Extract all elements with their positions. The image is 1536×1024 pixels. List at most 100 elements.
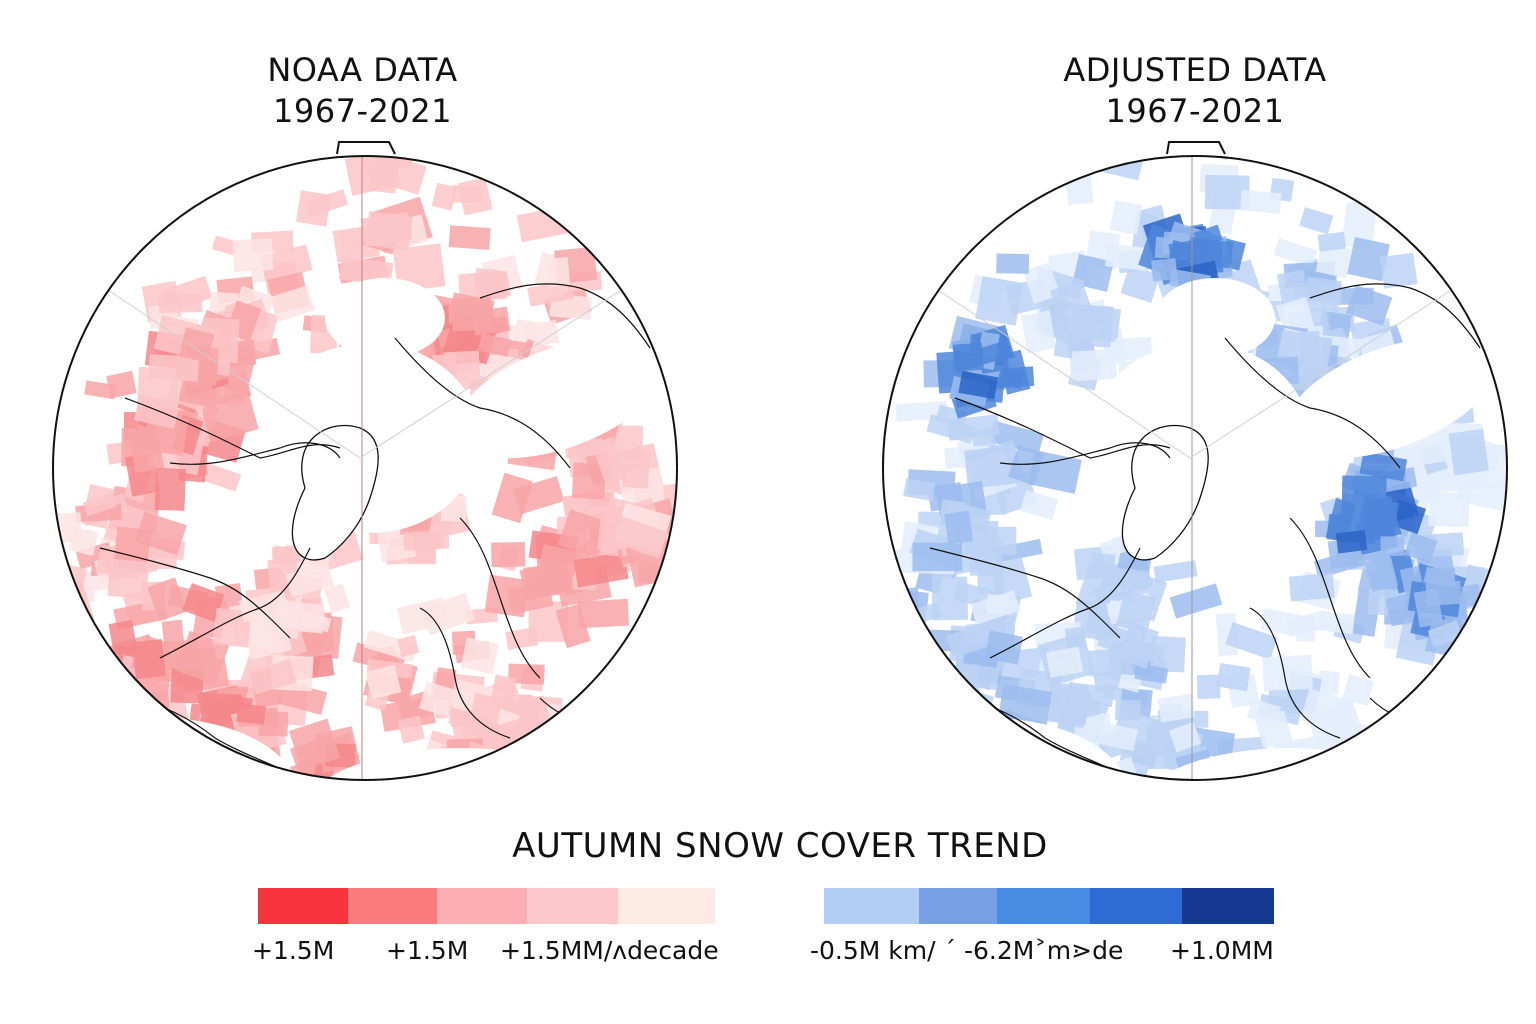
trend-cell bbox=[1428, 492, 1470, 528]
trend-cell bbox=[577, 598, 630, 629]
main-title: AUTUMN SNOW COVER TREND bbox=[512, 826, 1048, 866]
trend-cell bbox=[946, 619, 1003, 658]
trend-cell bbox=[1425, 580, 1462, 607]
coastline bbox=[459, 517, 541, 679]
trend-cell bbox=[397, 715, 425, 744]
legend-swatch bbox=[527, 888, 618, 924]
trend-cell bbox=[1345, 284, 1393, 326]
pacific-gap bbox=[325, 278, 445, 358]
coastline bbox=[929, 547, 1121, 639]
trend-cell bbox=[1053, 323, 1077, 359]
trend-cell bbox=[1299, 330, 1322, 370]
trend-cell bbox=[1276, 297, 1315, 335]
trend-cell bbox=[1317, 231, 1346, 252]
trend-cell bbox=[1239, 189, 1282, 214]
trend-cell bbox=[1096, 623, 1137, 657]
trend-cell bbox=[486, 753, 529, 774]
trend-cell bbox=[95, 719, 121, 742]
trend-cell bbox=[952, 342, 984, 372]
coastline bbox=[989, 547, 1141, 659]
trend-cell bbox=[364, 211, 413, 252]
trend-cell bbox=[1153, 560, 1198, 583]
greenland-landmass bbox=[291, 424, 379, 561]
trend-cell bbox=[134, 394, 180, 429]
trend-cell bbox=[964, 526, 1017, 556]
trend-cell bbox=[1342, 674, 1375, 706]
trend-cell bbox=[1288, 572, 1335, 602]
legend-swatch bbox=[1182, 888, 1274, 924]
coastline bbox=[1289, 517, 1371, 679]
north-pole-tab bbox=[1166, 141, 1226, 155]
coastline bbox=[169, 442, 341, 465]
trend-cell bbox=[937, 714, 974, 744]
trend-cell bbox=[1379, 252, 1418, 289]
adjusted-legend-label: -0.5M km/ ´ -6.2M˃m⋗de bbox=[810, 936, 1124, 965]
trend-cell bbox=[896, 619, 923, 652]
trend-cell bbox=[1001, 741, 1022, 769]
trend-cell bbox=[491, 542, 526, 568]
noaa-polar-map bbox=[40, 138, 690, 788]
trend-cell bbox=[1134, 663, 1169, 684]
trend-cell bbox=[903, 478, 936, 502]
noaa-panel-title: NOAA DATA 1967-2021 bbox=[210, 50, 515, 132]
polar-map-svg bbox=[882, 138, 1508, 788]
trend-cell bbox=[1091, 782, 1123, 788]
trend-cell bbox=[558, 509, 610, 559]
trend-cell bbox=[535, 544, 580, 590]
trend-cell bbox=[232, 238, 274, 272]
trend-cell bbox=[902, 692, 944, 724]
trend-cell bbox=[1096, 721, 1139, 752]
trend-cell bbox=[1150, 635, 1186, 673]
trend-cell bbox=[304, 189, 349, 218]
trend-cell bbox=[468, 693, 503, 735]
trend-cell bbox=[1028, 784, 1063, 788]
trend-cell bbox=[543, 741, 578, 764]
meridian-line bbox=[359, 277, 641, 459]
trend-cell bbox=[158, 293, 203, 313]
trend-cell bbox=[996, 368, 1024, 390]
trend-cell bbox=[527, 279, 575, 307]
trend-cell bbox=[82, 492, 117, 517]
trend-cell bbox=[1216, 663, 1251, 692]
trend-cell bbox=[212, 607, 252, 648]
trend-cell bbox=[495, 763, 549, 780]
trend-cell bbox=[621, 449, 651, 489]
trend-cell bbox=[1221, 156, 1270, 160]
trend-cell bbox=[571, 462, 607, 500]
trend-cell bbox=[916, 713, 955, 756]
trend-cell bbox=[258, 711, 289, 737]
trend-cell bbox=[403, 530, 450, 551]
trend-cell bbox=[1132, 138, 1160, 150]
coastline bbox=[1224, 337, 1401, 469]
trend-cell bbox=[1404, 532, 1438, 564]
trend-cell bbox=[1168, 237, 1210, 260]
trend-cell bbox=[259, 244, 313, 282]
trend-cell bbox=[1273, 238, 1318, 268]
trend-cell bbox=[132, 639, 166, 679]
trend-cell bbox=[989, 420, 1045, 455]
trend-cell bbox=[1120, 264, 1161, 303]
trend-cell bbox=[1115, 699, 1141, 721]
coastline bbox=[999, 442, 1171, 465]
noaa-legend-label: +1.5MM/ʌdecade bbox=[500, 936, 719, 965]
trend-cell bbox=[1020, 490, 1059, 521]
trend-cell bbox=[555, 603, 591, 649]
legend-swatch bbox=[919, 888, 997, 924]
legend-swatch bbox=[437, 888, 527, 924]
meridian-line bbox=[1189, 277, 1471, 459]
trend-cell bbox=[1168, 721, 1202, 753]
trend-cell bbox=[1069, 349, 1118, 382]
trend-cell bbox=[84, 380, 117, 400]
meridian-line bbox=[89, 277, 361, 459]
polar-map-svg bbox=[52, 141, 678, 781]
trend-cell bbox=[1317, 670, 1340, 696]
trend-cell bbox=[1254, 710, 1293, 749]
trend-cell bbox=[1300, 688, 1354, 733]
snow-trend-field bbox=[53, 156, 677, 780]
trend-cell bbox=[1335, 529, 1368, 554]
trend-cell bbox=[451, 297, 492, 332]
trend-cell bbox=[963, 445, 1020, 489]
trend-cell bbox=[508, 663, 545, 685]
adjusted-legend bbox=[824, 888, 1274, 924]
trend-cell bbox=[1115, 590, 1156, 634]
